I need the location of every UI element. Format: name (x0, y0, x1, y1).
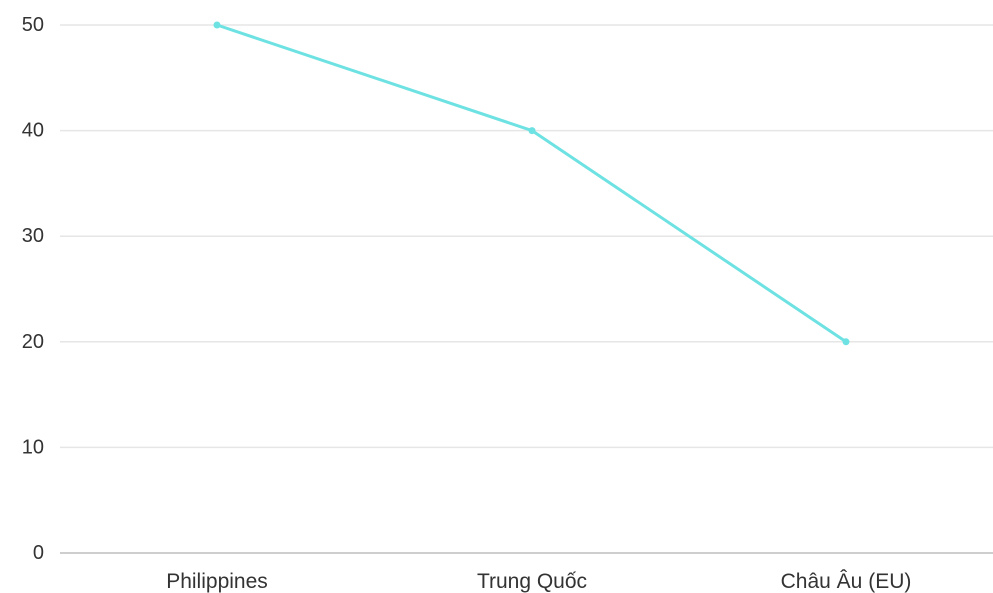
x-axis-tick-labels: Philippines Trung Quốc Châu Âu (EU) (166, 570, 911, 593)
y-tick-label: 50 (22, 14, 44, 36)
y-tick-label: 10 (22, 436, 44, 458)
y-axis-tick-labels: 0 10 20 30 40 50 (22, 14, 44, 564)
series-layer (213, 21, 850, 346)
data-point-philippines (213, 21, 221, 29)
x-tick-label: Trung Quốc (477, 570, 587, 593)
y-tick-label: 30 (22, 225, 44, 247)
x-tick-label: Philippines (166, 570, 268, 593)
y-tick-label: 40 (22, 120, 44, 142)
y-tick-label: 0 (33, 542, 44, 564)
y-tick-label: 20 (22, 331, 44, 353)
series-line (215, 23, 848, 344)
gridlines (60, 24, 993, 449)
x-tick-label: Châu Âu (EU) (781, 570, 912, 593)
data-point-trung-qu-c (528, 127, 536, 135)
data-point-ch-u-u-eu (842, 338, 850, 346)
